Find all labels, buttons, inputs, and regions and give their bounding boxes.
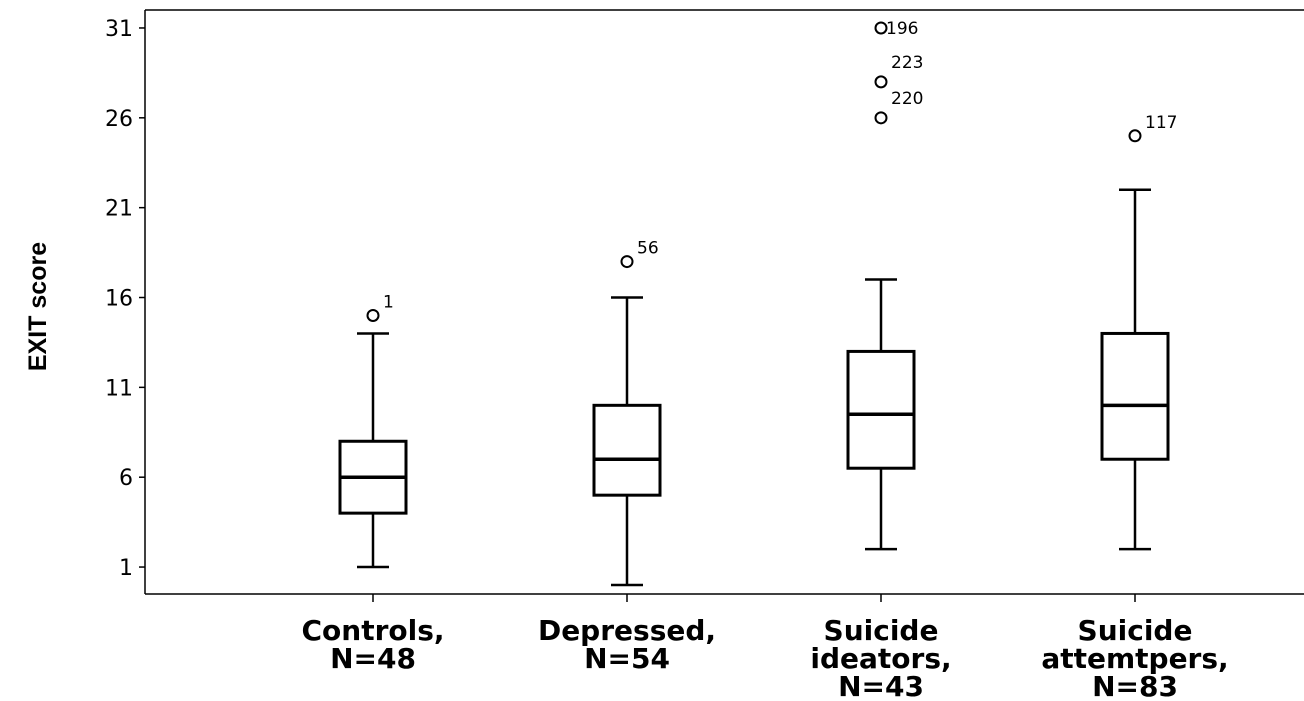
boxes-layer: 1 56 196 223 220 117 [338, 19, 1177, 587]
outlier-point [874, 21, 888, 35]
y-tick-label: 21 [105, 197, 133, 222]
outlier-label: 56 [637, 239, 659, 259]
x-category-label: N=48 [330, 642, 416, 675]
outlier-point [1128, 129, 1142, 143]
y-tick-label: 31 [105, 17, 133, 42]
outlier-label: 196 [886, 19, 918, 39]
box-group: 117 [1100, 113, 1177, 551]
y-tick-label: 26 [105, 107, 133, 132]
x-category-label: N=43 [838, 670, 924, 701]
outlier-label: 220 [891, 89, 923, 109]
outlier-point [620, 255, 634, 269]
x-category-label: N=83 [1092, 670, 1178, 701]
iqr-box [1100, 331, 1170, 461]
x-category-label: Depressed, [538, 614, 716, 647]
x-category-label: N=54 [584, 642, 670, 675]
y-axis-title-container: EXIT score [14, 206, 64, 406]
plot-frame [144, 9, 1304, 595]
y-tick-label: 11 [105, 376, 133, 401]
iqr-box [592, 403, 662, 497]
x-category-label: Suicide [1078, 614, 1193, 647]
y-tick-label: 6 [119, 466, 133, 491]
outlier-point [366, 308, 380, 322]
outlier-point [874, 75, 888, 89]
outlier-label: 1 [383, 292, 394, 312]
box-group: 1 [338, 292, 408, 569]
x-category-label: ideators, [810, 642, 951, 675]
x-category-label: Suicide [824, 614, 939, 647]
x-category-label: attemtpers, [1041, 642, 1228, 675]
x-axis: Controls,N=48Depressed,N=54Suicideideato… [301, 594, 1229, 701]
outlier-point [874, 111, 888, 125]
y-tick-label: 16 [105, 287, 133, 312]
outlier-label: 117 [1145, 113, 1177, 133]
y-axis-title: EXIT score [24, 241, 53, 371]
box-group: 56 [592, 239, 662, 587]
x-category-label: Controls, [301, 614, 444, 647]
iqr-box [846, 349, 916, 470]
box-group: 196 223 220 [846, 19, 923, 551]
outlier-label: 223 [891, 53, 923, 73]
y-tick-label: 1 [119, 556, 133, 581]
